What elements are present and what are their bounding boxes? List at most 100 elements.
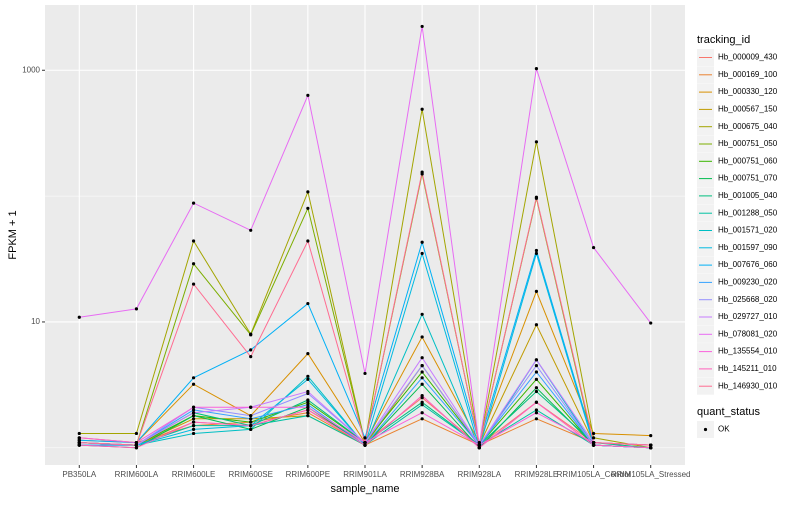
data-point (420, 363, 424, 368)
legend-label: Hb_000751_070 (718, 174, 778, 183)
data-point (591, 443, 596, 447)
data-point (306, 239, 310, 243)
data-point (420, 411, 424, 415)
data-point (534, 386, 539, 390)
data-point (249, 414, 253, 418)
data-point (77, 440, 81, 445)
data-point (306, 377, 310, 381)
data-point (306, 301, 310, 306)
data-point (534, 370, 539, 374)
x-tick-label: RRIM105LA_Stressed (611, 470, 691, 479)
data-point (191, 382, 196, 386)
data-point (534, 323, 539, 327)
x-tick-label: RRIM928LE (515, 470, 559, 479)
data-point (306, 400, 310, 404)
data-point (306, 352, 310, 356)
legend-shape (703, 427, 708, 432)
data-point (191, 405, 196, 409)
data-point (591, 431, 596, 436)
data-point (649, 434, 653, 438)
x-tick-label: RRIM600PE (286, 470, 330, 479)
legend-label: Hb_000567_150 (718, 105, 778, 114)
x-tick-label: PB350LA (62, 470, 96, 479)
x-tick-label: RRIM928LA (457, 470, 501, 479)
data-point (363, 443, 367, 447)
data-point (191, 424, 196, 428)
data-point (191, 376, 196, 380)
y-axis-label: FPKM + 1 (7, 210, 19, 259)
data-point (249, 348, 253, 352)
data-point (306, 411, 310, 415)
data-point (249, 355, 253, 359)
data-point (420, 251, 424, 256)
data-point (249, 405, 253, 409)
data-point (306, 206, 310, 210)
data-point (191, 201, 196, 205)
data-point (77, 438, 81, 442)
data-point (591, 245, 596, 250)
legend-label: Hb_135554_010 (718, 347, 778, 356)
data-point (420, 376, 424, 380)
data-point (363, 436, 367, 440)
y-tick-label: 10 (31, 317, 40, 326)
data-point (249, 424, 253, 428)
data-point (191, 417, 196, 421)
data-point (191, 239, 196, 243)
data-point (649, 443, 653, 447)
data-point (306, 389, 310, 394)
data-point (306, 408, 310, 412)
x-tick-label: RRIM901LA (343, 470, 387, 479)
data-point (191, 431, 196, 436)
data-point (534, 408, 539, 412)
legend-label: Hb_001005_040 (718, 191, 778, 200)
data-point (534, 289, 539, 293)
data-point (534, 140, 539, 144)
data-point (77, 315, 81, 319)
data-point (306, 93, 310, 97)
data-point (534, 400, 539, 404)
data-point (420, 382, 424, 386)
legend-label: Hb_001571_020 (718, 226, 778, 235)
data-point (477, 446, 481, 450)
data-point (306, 414, 310, 418)
legend-label: Hb_000330_120 (718, 87, 778, 96)
data-point (134, 431, 139, 436)
data-point (249, 333, 253, 337)
data-point (420, 403, 424, 407)
legend-label: Hb_009230_020 (718, 278, 778, 287)
data-point (420, 335, 424, 339)
data-point (191, 427, 196, 432)
data-point (191, 408, 196, 412)
data-point (420, 24, 424, 29)
x-tick-label: RRIM600LE (172, 470, 216, 479)
shape-legend-title: quant_status (697, 406, 760, 418)
legend-label: Hb_001288_050 (718, 208, 778, 217)
data-point (534, 377, 539, 381)
legend-label: Hb_145211_010 (718, 364, 777, 373)
data-point (420, 417, 424, 421)
data-point (134, 307, 139, 311)
data-point (420, 240, 424, 244)
data-point (534, 251, 539, 256)
legend-label: Hb_146930_010 (718, 381, 778, 390)
legend-label: Hb_000009_430 (718, 53, 778, 62)
data-point (249, 417, 253, 421)
data-point (77, 443, 81, 447)
data-point (420, 107, 424, 111)
data-point (534, 358, 539, 362)
data-point (191, 420, 196, 424)
data-point (420, 393, 424, 398)
legend-title: tracking_id (697, 34, 750, 46)
legend-label: Hb_007676_060 (718, 260, 778, 269)
data-point (649, 446, 653, 450)
data-point (134, 443, 139, 447)
legend-label: Hb_000675_040 (718, 122, 778, 131)
data-point (534, 195, 539, 199)
legend-label: Hb_001597_090 (718, 243, 778, 252)
legend-label: Hb_078081_020 (718, 329, 778, 338)
data-point (420, 312, 424, 316)
x-tick-label: RRIM928BA (400, 470, 445, 479)
legend-label: Hb_029727_010 (718, 312, 778, 321)
data-point (191, 282, 196, 286)
